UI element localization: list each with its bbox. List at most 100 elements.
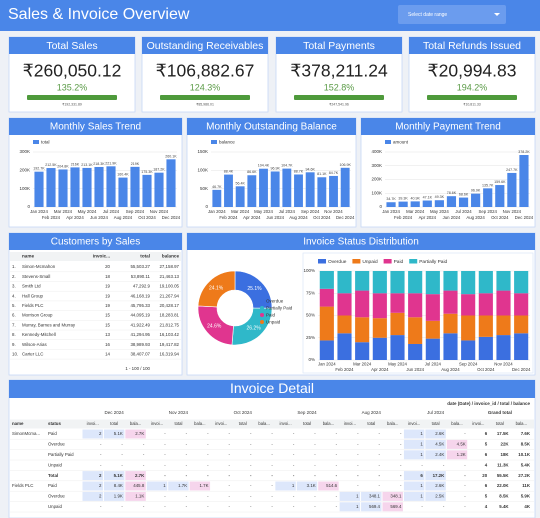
value-label: 39.3K (398, 197, 408, 201)
table-cell: 2.5K (435, 494, 444, 499)
sub-column-header: invoi... (472, 421, 484, 426)
sub-column-header: bala... (451, 421, 462, 426)
kpi-baseline: ₹85,986.01 (196, 102, 214, 106)
month-header: Dec 2024 (105, 410, 125, 415)
table-cell: 6 (420, 473, 423, 478)
card-header (187, 118, 356, 135)
table-cell: - (100, 452, 102, 457)
month-header: Jul 2024 (427, 410, 445, 415)
table-cell: 10. (12, 351, 18, 356)
cell-highlight (403, 439, 425, 449)
cell-highlight (425, 429, 446, 439)
bar-segment (355, 342, 370, 360)
row-label: SimonMcma... (12, 431, 40, 436)
bar (519, 154, 529, 207)
sub-column-header: invoi... (408, 421, 420, 426)
bar (224, 174, 233, 207)
table-cell: 1 (420, 494, 423, 499)
table-cell: 22.0K (497, 483, 510, 488)
table-cell: 1.7K (200, 483, 209, 488)
bar-segment (425, 338, 440, 360)
y-tick-label: 200K (371, 177, 382, 182)
table-cell: - (293, 442, 295, 447)
table-cell: 1.7K (178, 483, 187, 488)
table-cell: 2 (99, 483, 102, 488)
bar-segment (390, 293, 405, 313)
table-cell: 45,795.33 (130, 303, 150, 308)
value-label: 378.2K (518, 150, 530, 154)
card-title: Customers by Sales (51, 237, 140, 248)
bar-segment (461, 340, 476, 360)
table-cell: - (379, 473, 381, 478)
table-cell: - (271, 442, 273, 447)
dropdown-caret[interactable] (494, 13, 500, 16)
value-label: 187.2K (153, 168, 165, 172)
table-cell: - (164, 431, 166, 436)
value-label: 212.5K (45, 163, 57, 167)
value-label: 88.4K (224, 170, 234, 174)
table-cell: 18,283.81 (159, 313, 179, 318)
cell-highlight (103, 471, 125, 481)
bar (495, 185, 505, 207)
table-cell: 6. (12, 313, 16, 318)
table-cell: 5.1K (114, 473, 124, 478)
y-tick-label: 100% (303, 268, 315, 273)
table-cell: 20 (482, 473, 487, 478)
table-cell: 1 (420, 483, 423, 488)
table-cell: - (186, 452, 188, 457)
kpi-baseline: ₹247,541.96 (329, 102, 349, 106)
table-cell: 4 (485, 504, 488, 509)
table-cell: - (314, 494, 316, 499)
legend-label: balance (219, 139, 235, 144)
table-cell: - (207, 494, 209, 499)
value-label: 49.3K (435, 195, 445, 199)
cell-highlight (275, 481, 296, 491)
table-cell: 1 (420, 431, 423, 436)
date-picker[interactable] (398, 5, 506, 24)
cell-highlight (403, 450, 425, 460)
sub-column-header: bala... (323, 421, 334, 426)
table-cell: 5 (485, 494, 488, 499)
cell-highlight (382, 491, 403, 501)
x-tick-label: Mar 2024 (54, 209, 73, 214)
x-tick-label: Dec 2024 (512, 367, 531, 372)
table-cell: - (293, 462, 295, 467)
table-cell: - (143, 452, 145, 457)
table-cell: Carter LLC (22, 351, 43, 356)
value-label: 34.7K (386, 197, 396, 201)
x-tick-label: Apr 2024 (371, 367, 389, 372)
table-cell: - (164, 494, 166, 499)
table-cell: 5.4K (521, 462, 531, 467)
table-cell: 4.5K (435, 442, 444, 447)
table-cell: - (379, 452, 381, 457)
date-picker-label[interactable]: Select date range (408, 12, 447, 18)
x-tick-label: Oct 2024 (491, 215, 509, 220)
table-cell: 19,417.82 (159, 342, 179, 347)
sub-column-header: total (496, 421, 504, 426)
cell-highlight (146, 481, 168, 491)
card-title: Monthly Sales Trend (50, 122, 141, 133)
column-header: balance (162, 254, 180, 259)
x-tick-label: Mar 2024 (353, 362, 372, 367)
legend-swatch (33, 140, 39, 144)
value-label: 221.9K (105, 161, 117, 165)
x-tick-label: Apr 2024 (243, 215, 261, 220)
card-header (187, 233, 535, 250)
kpi-value: ₹106,882.67 (156, 61, 255, 81)
table-cell: 13 (105, 332, 110, 337)
table-cell: 22K (501, 442, 510, 447)
sub-column-header: total (239, 421, 247, 426)
table-cell: - (229, 504, 231, 509)
x-tick-label: Jan 2024 (318, 362, 336, 367)
bar-segment (514, 315, 529, 334)
row-label: Paid (48, 483, 57, 488)
legend-swatch (352, 259, 361, 264)
bar-segment (372, 271, 387, 294)
row-label: Overdue (48, 494, 65, 499)
table-cell: 348.1 (369, 494, 381, 499)
cell-highlight (425, 471, 446, 481)
bar-segment (390, 335, 405, 360)
cell-highlight (125, 429, 146, 439)
kpi-progress (27, 95, 117, 100)
x-tick-label: Feb 2024 (219, 215, 238, 220)
